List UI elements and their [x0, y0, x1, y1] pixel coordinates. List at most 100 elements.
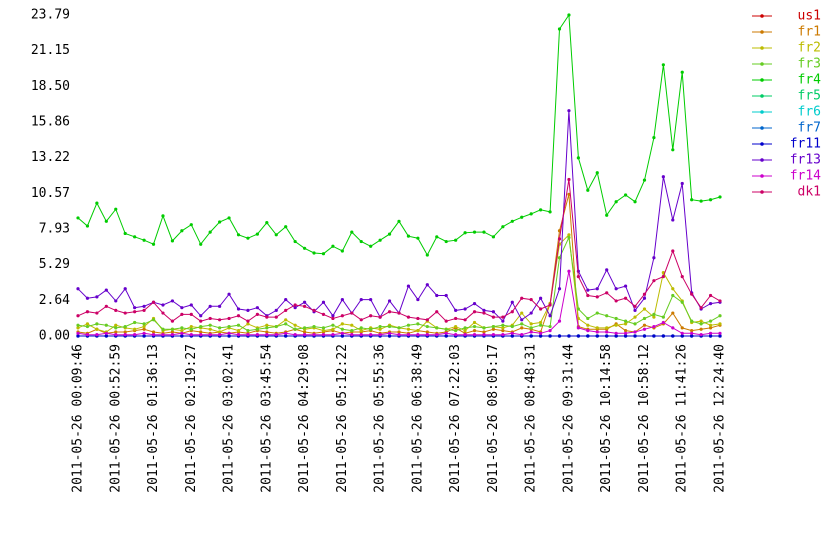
data-point	[218, 326, 222, 330]
data-point	[189, 333, 193, 337]
data-point	[312, 308, 316, 312]
data-point	[690, 331, 694, 335]
data-point	[520, 322, 524, 326]
data-point	[510, 219, 514, 223]
data-point	[236, 314, 241, 318]
legend-label: dk1	[798, 185, 821, 200]
data-point	[576, 156, 580, 160]
data-point	[284, 318, 288, 322]
data-point	[708, 198, 713, 202]
data-point	[331, 327, 335, 331]
data-point	[671, 293, 675, 298]
data-point	[690, 334, 694, 338]
data-point	[142, 304, 146, 308]
data-point	[690, 292, 694, 296]
data-point	[104, 331, 108, 335]
data-point	[652, 312, 656, 317]
data-point	[133, 235, 137, 239]
data-point	[652, 334, 656, 338]
data-point	[95, 201, 99, 205]
data-point	[265, 330, 269, 334]
data-point	[246, 308, 250, 312]
data-point	[151, 300, 156, 304]
data-point	[321, 326, 326, 330]
legend-marker	[760, 78, 764, 82]
data-point	[520, 311, 524, 315]
data-point	[491, 327, 496, 331]
data-point	[95, 333, 99, 337]
legend-label: fr1	[798, 25, 821, 40]
data-point	[520, 333, 524, 337]
data-point	[708, 323, 713, 327]
data-point	[595, 326, 599, 330]
data-point	[340, 327, 344, 331]
data-point	[671, 311, 675, 315]
data-point	[435, 235, 439, 239]
data-point	[680, 300, 684, 304]
data-point	[274, 324, 278, 329]
data-point	[548, 329, 552, 333]
data-point	[718, 299, 722, 303]
x-tick-label: 2011-05-26 10:58:12	[637, 344, 652, 493]
data-point	[161, 327, 165, 331]
data-point	[359, 329, 363, 333]
legend-marker	[760, 94, 764, 98]
data-point	[321, 300, 326, 304]
data-point	[369, 314, 373, 318]
data-point	[180, 326, 184, 330]
x-tick-label: 2011-05-26 08:48:31	[524, 344, 539, 493]
data-point	[406, 284, 411, 288]
data-point	[359, 239, 363, 244]
x-tick-label: 2011-05-26 05:12:22	[335, 344, 350, 493]
x-tick-label: 2011-05-26 06:38:49	[410, 344, 425, 493]
data-point	[652, 136, 656, 140]
data-point	[95, 322, 99, 326]
data-point	[302, 300, 307, 304]
data-point	[463, 329, 467, 333]
data-point	[293, 323, 297, 327]
data-point	[708, 319, 713, 323]
data-point	[463, 318, 467, 322]
data-point	[595, 330, 599, 334]
data-point	[567, 235, 571, 240]
data-point	[633, 322, 637, 326]
data-point	[690, 319, 694, 323]
data-point	[321, 333, 326, 337]
data-point	[539, 331, 543, 335]
x-tick-label: 2011-05-26 10:14:58	[599, 344, 614, 493]
data-point	[671, 287, 675, 291]
y-tick-label: 10.57	[31, 186, 70, 201]
data-point	[397, 326, 401, 330]
data-point	[539, 334, 543, 338]
data-point	[435, 333, 439, 337]
data-point	[321, 252, 326, 256]
data-point	[614, 299, 618, 303]
data-point	[690, 198, 694, 202]
y-tick-label: 18.50	[31, 79, 70, 94]
data-point	[539, 320, 543, 325]
legend-label: fr7	[798, 121, 821, 136]
data-point	[614, 323, 618, 327]
data-point	[576, 334, 580, 338]
data-point	[397, 333, 401, 337]
data-point	[652, 256, 656, 260]
data-point	[576, 316, 580, 321]
data-point	[284, 297, 288, 302]
data-point	[142, 324, 146, 329]
data-point	[199, 324, 203, 329]
data-point	[463, 231, 467, 235]
data-point	[189, 327, 193, 331]
data-point	[718, 331, 722, 335]
data-point	[539, 323, 543, 327]
data-point	[123, 231, 127, 236]
data-point	[680, 275, 684, 279]
data-point	[586, 188, 590, 192]
data-point	[718, 322, 722, 326]
data-point	[642, 292, 647, 296]
data-point	[548, 303, 552, 307]
data-point	[482, 311, 486, 315]
data-point	[397, 219, 401, 223]
data-point	[340, 322, 344, 326]
data-point	[510, 324, 514, 329]
data-point	[170, 327, 175, 331]
